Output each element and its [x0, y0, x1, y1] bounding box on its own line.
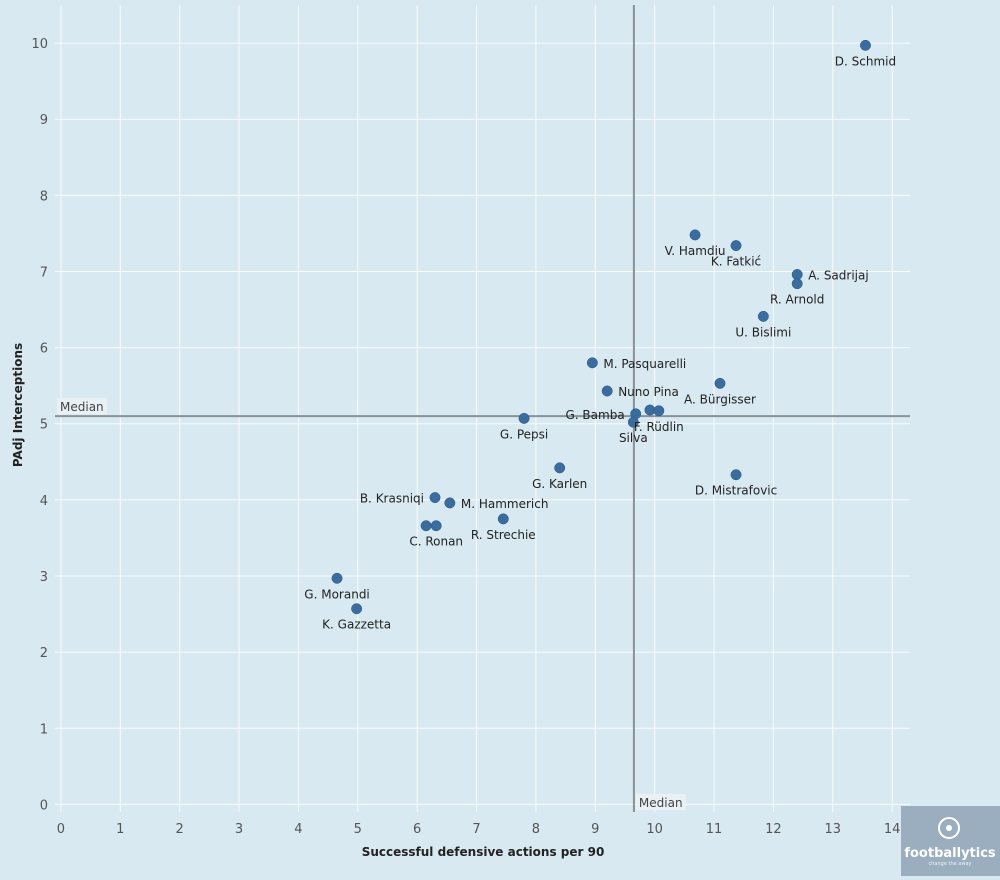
data-label: C. Ronan	[409, 535, 463, 549]
y-tick-label: 3	[40, 570, 48, 585]
data-label: Nuno Pina	[618, 385, 679, 399]
y-tick-label: 8	[40, 189, 48, 204]
data-label: Silva	[619, 431, 648, 445]
data-point	[689, 229, 701, 241]
data-point	[554, 462, 566, 474]
data-point	[331, 572, 343, 584]
x-median-label: Median	[639, 796, 683, 810]
x-tick-label: 0	[57, 822, 65, 837]
logo-name: footballytics	[904, 846, 996, 861]
data-point	[420, 520, 432, 532]
y-tick-label: 9	[40, 113, 48, 128]
data-point	[791, 278, 803, 290]
x-tick-label: 2	[176, 822, 184, 837]
data-label: D. Mistrafovic	[695, 484, 777, 498]
data-label: A. Sadrijaj	[808, 269, 869, 283]
data-point	[757, 310, 769, 322]
y-tick-label: 7	[40, 265, 48, 280]
data-point	[730, 469, 742, 481]
x-tick-label: 1	[116, 822, 124, 837]
ball-icon	[938, 817, 960, 839]
y-median-label: Median	[60, 400, 104, 414]
y-tick-label: 4	[40, 494, 48, 509]
data-label: M. Hammerich	[461, 497, 549, 511]
x-median-label-bg	[635, 794, 686, 810]
grid-lines	[55, 5, 910, 812]
data-point	[714, 377, 726, 389]
data-label: V. Hamdiu	[665, 244, 726, 258]
data-point	[497, 513, 509, 525]
median-lines: Median Median	[55, 5, 910, 812]
data-point	[860, 39, 871, 51]
data-point	[444, 497, 456, 509]
y-tick-label: 2	[40, 646, 48, 661]
x-tick-label: 5	[354, 822, 362, 837]
data-label: G. Karlen	[532, 477, 587, 491]
data-label: F. Rüdlin	[634, 420, 684, 434]
x-tick-label: 11	[706, 822, 723, 837]
y-median-label-bg	[57, 398, 107, 415]
data-point	[518, 412, 530, 424]
data-point	[430, 520, 442, 532]
data-label: U. Bislimi	[735, 325, 791, 339]
data-label: D. Schmid	[835, 54, 896, 68]
data-point	[791, 269, 803, 280]
data-points	[331, 39, 871, 615]
data-label: A. Bürgisser	[684, 392, 756, 406]
data-label: K. Gazzetta	[322, 618, 391, 632]
x-tick-label: 10	[646, 822, 663, 837]
data-point	[351, 603, 363, 615]
data-label: G. Bamba	[566, 408, 625, 422]
data-point	[653, 405, 665, 417]
y-tick-label: 6	[40, 342, 48, 357]
data-label: M. Pasquarelli	[603, 357, 686, 371]
data-label: K. Fatkić	[711, 255, 761, 269]
x-axis-title: Successful defensive actions per 90	[362, 845, 605, 859]
data-label: B. Krasniqi	[360, 492, 424, 506]
x-tick-label: 12	[765, 822, 782, 837]
x-tick-label: 7	[472, 822, 480, 837]
data-point	[586, 357, 598, 369]
data-label: R. Arnold	[770, 293, 824, 307]
footballytics-logo: footballytics change the away	[901, 806, 1000, 876]
data-point	[601, 385, 613, 397]
x-tick-label: 3	[235, 822, 243, 837]
y-tick-label: 5	[40, 418, 48, 433]
ball-icon-center	[946, 825, 952, 831]
x-tick-label: 4	[294, 822, 302, 837]
y-axis-title: PAdj Interceptions	[11, 343, 25, 467]
data-label: R. Strechie	[471, 528, 536, 542]
data-point	[730, 240, 742, 252]
x-tick-label: 14	[884, 822, 901, 837]
data-point	[429, 492, 441, 504]
y-tick-label: 1	[40, 722, 48, 737]
y-tick-label: 10	[31, 37, 48, 52]
data-label: G. Pepsi	[500, 427, 548, 441]
data-point	[627, 416, 639, 428]
y-tick-label: 0	[40, 798, 48, 813]
x-tick-label: 13	[825, 822, 842, 837]
x-tick-label: 8	[532, 822, 540, 837]
data-label: G. Morandi	[304, 587, 369, 601]
logo-tagline: change the away	[929, 861, 972, 867]
x-tick-label: 9	[591, 822, 599, 837]
x-tick-label: 6	[413, 822, 421, 837]
